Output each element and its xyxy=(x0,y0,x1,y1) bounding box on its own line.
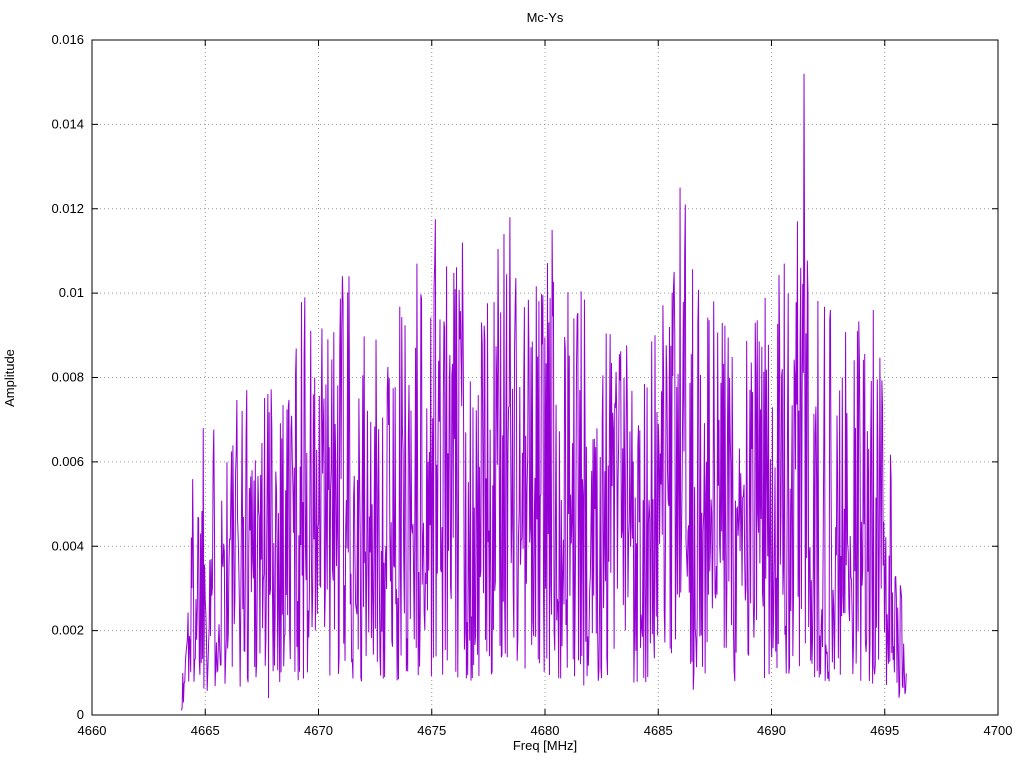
y-tick-label: 0.008 xyxy=(51,370,84,385)
y-tick-label: 0.012 xyxy=(51,201,84,216)
y-tick-label: 0 xyxy=(77,707,84,722)
chart-title: Mc-Ys xyxy=(527,10,564,25)
axes xyxy=(91,39,999,716)
plot-border xyxy=(91,39,999,716)
spectrum-trace xyxy=(180,73,907,711)
x-axis-label: Freq [MHz] xyxy=(513,738,577,753)
x-tick-label: 4675 xyxy=(417,723,446,738)
x-tick-label: 4665 xyxy=(191,723,220,738)
x-tick-label: 4660 xyxy=(78,723,107,738)
x-tick-label: 4695 xyxy=(870,723,899,738)
x-tick-label: 4685 xyxy=(644,723,673,738)
x-tick-label: 4690 xyxy=(757,723,786,738)
y-tick-label: 0.01 xyxy=(59,285,84,300)
y-tick-label: 0.004 xyxy=(51,538,84,553)
y-axis-label: Amplitude xyxy=(2,349,17,407)
x-tick-label: 4680 xyxy=(531,723,560,738)
y-tick-label: 0.002 xyxy=(51,623,84,638)
y-tick-label: 0.014 xyxy=(51,116,84,131)
tick-labels: 4660 4665 4670 4675 4680 4685 4690 4695 4700 0 0.0… xyxy=(51,32,1012,738)
x-tick-label: 4670 xyxy=(304,723,333,738)
series-line xyxy=(180,73,907,711)
x-tick-label: 4700 xyxy=(984,723,1013,738)
y-tick-label: 0.016 xyxy=(51,32,84,47)
y-tick-label: 0.006 xyxy=(51,454,84,469)
